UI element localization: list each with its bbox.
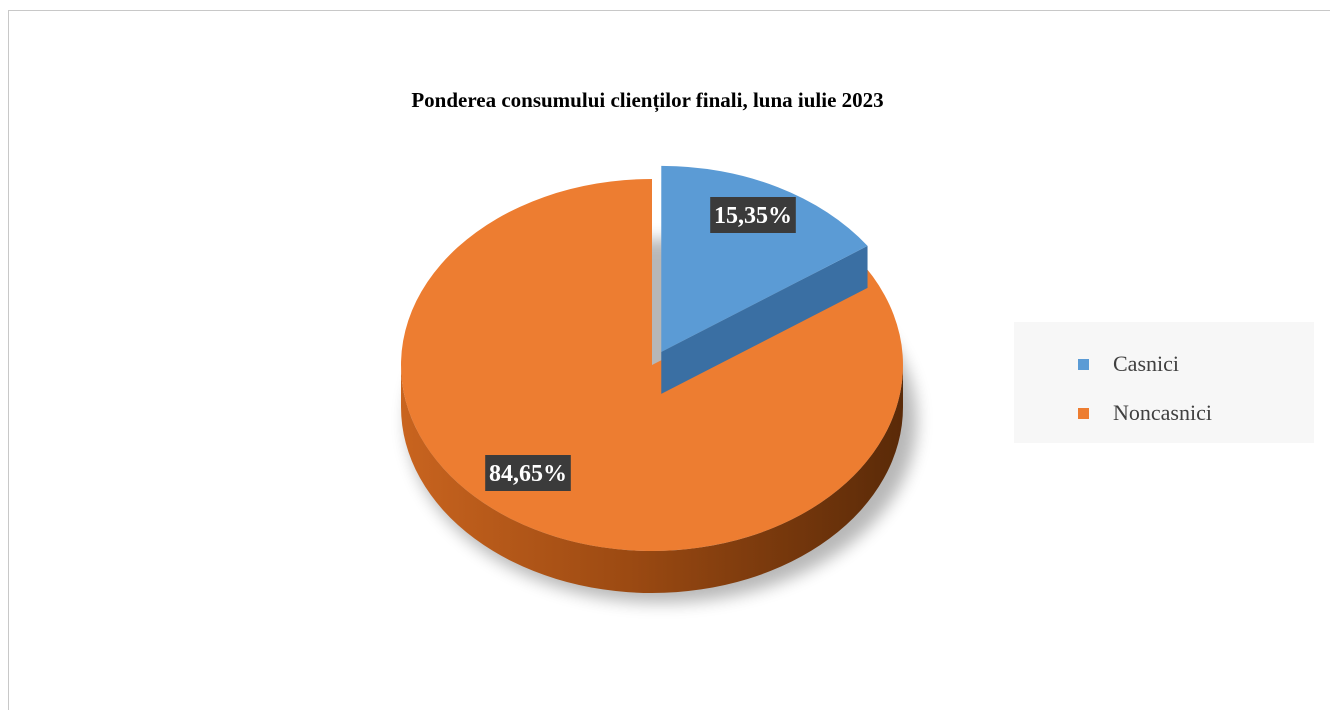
chart-title: Ponderea consumului clienților finali, l… xyxy=(411,88,884,112)
legend-label-noncasnici: Noncasnici xyxy=(1113,400,1212,425)
chart-frame xyxy=(8,10,1330,710)
slice-side-noncasnici xyxy=(401,365,903,593)
legend-item-casnici: Casnici xyxy=(1078,350,1179,378)
legend: Casnici Noncasnici xyxy=(1014,322,1314,443)
data-label-casnici: 15,35% xyxy=(714,203,792,229)
legend-item-noncasnici: Noncasnici xyxy=(1078,399,1212,427)
legend-label-casnici: Casnici xyxy=(1113,351,1179,376)
data-label-noncasnici: 84,65% xyxy=(489,461,567,487)
data-label-box-casnici xyxy=(710,197,796,233)
legend-swatch-noncasnici xyxy=(1078,407,1089,419)
slice-wall-casnici xyxy=(661,245,868,394)
legend-swatch-casnici xyxy=(1078,358,1089,370)
data-label-box-noncasnici xyxy=(485,455,571,491)
